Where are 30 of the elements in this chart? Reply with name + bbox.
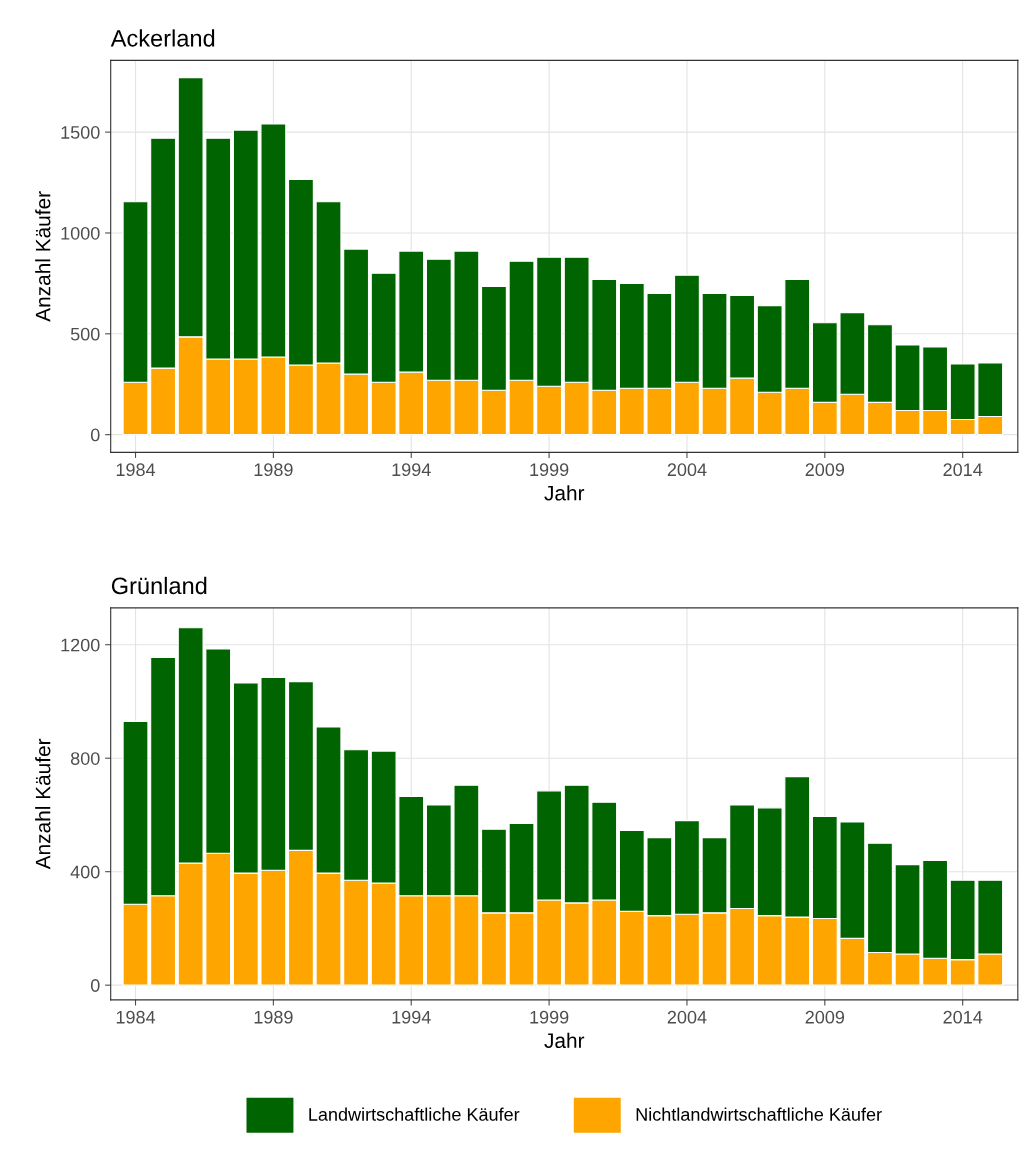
- x-tick-label: 1999: [530, 463, 569, 477]
- x-tick-label: 2004: [667, 1010, 707, 1024]
- chart-title: Ackerland: [110, 29, 215, 47]
- x-axis-title: Jahr: [544, 485, 585, 501]
- y-tick-label: 0: [90, 979, 100, 992]
- y-axis-title: Anzahl Käufer: [35, 191, 51, 322]
- x-tick-label: 2014: [943, 463, 983, 477]
- chart-title: Grünland: [111, 576, 207, 595]
- x-tick-label: 2009: [805, 1010, 845, 1024]
- y-tick-label: 1500: [61, 126, 100, 139]
- y-tick-label: 1000: [61, 226, 100, 240]
- x-tick-label: 1989: [254, 463, 293, 477]
- y-tick-label: 1200: [61, 638, 100, 652]
- legend-label: Landwirtschaftliche Käufer: [309, 1107, 520, 1121]
- x-tick-label: 1994: [392, 463, 431, 477]
- legend-label: Nichtlandwirtschaftliche Käufer: [636, 1107, 882, 1121]
- y-tick-label: 500: [70, 327, 100, 341]
- x-tick-label: 2014: [943, 1010, 983, 1024]
- x-tick-label: 1994: [392, 1010, 431, 1024]
- y-tick-label: 0: [90, 428, 100, 442]
- x-tick-label: 1989: [254, 1010, 293, 1024]
- x-tick-label: 2009: [805, 463, 845, 477]
- x-tick-label: 2004: [667, 463, 707, 477]
- x-tick-label: 1984: [116, 463, 156, 477]
- x-tick-label: 1999: [530, 1010, 569, 1024]
- y-axis-title: Anzahl Käufer: [35, 738, 51, 870]
- x-tick-label: 1984: [116, 1010, 156, 1024]
- x-axis-title: Jahr: [544, 1032, 585, 1049]
- y-tick-label: 400: [70, 865, 100, 879]
- y-tick-label: 800: [70, 752, 100, 765]
